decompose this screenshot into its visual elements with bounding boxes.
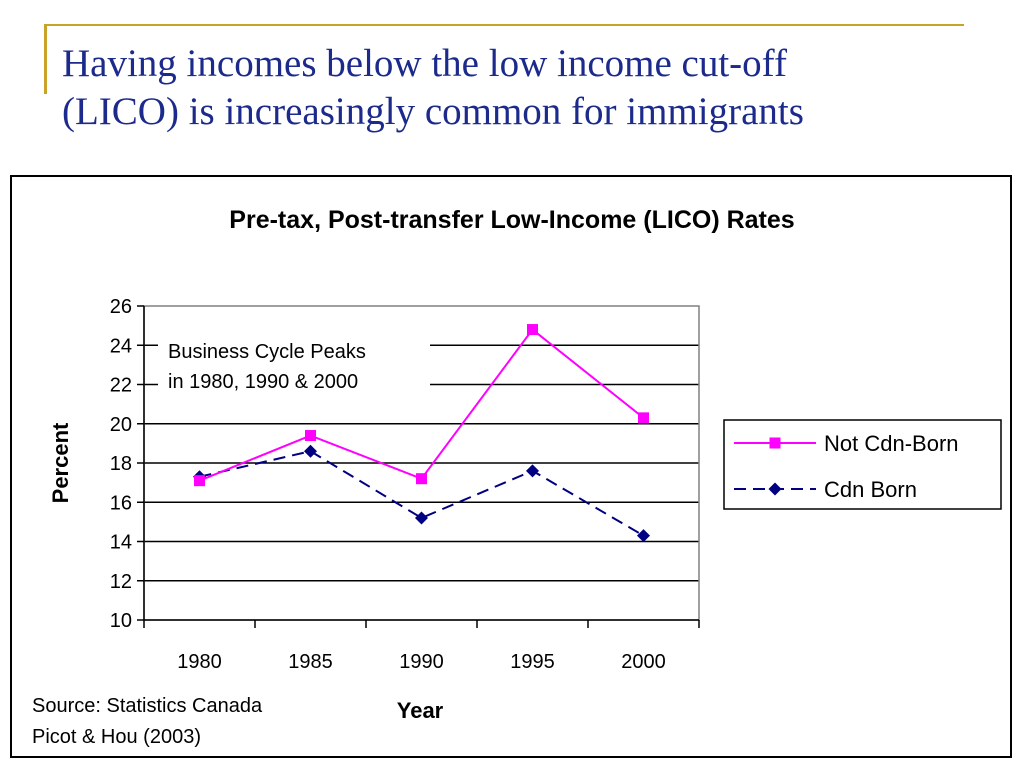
- y-tick-label-14: 14: [110, 532, 132, 554]
- x-tick-label-1985: 1985: [288, 651, 333, 673]
- y-tick-label-24: 24: [110, 335, 132, 357]
- point-not-cdn-born-1990: [416, 473, 427, 485]
- chart-frame: [10, 175, 1012, 758]
- y-tick-label-26: 26: [110, 296, 132, 318]
- x-axis: 1980 1985 1990 1995 2000: [143, 619, 700, 673]
- y-axis: 10 12 14 16 18 20 22 24 26: [110, 296, 145, 632]
- title-accent-vertical-bar: [44, 24, 47, 94]
- annotation-line-2: in 1980, 1990 & 2000: [168, 371, 358, 393]
- legend-marker-not-cdn-born: [769, 437, 781, 449]
- y-tick-label-20: 20: [110, 414, 132, 436]
- x-tick-label-1995: 1995: [510, 651, 555, 673]
- point-not-cdn-born-2000: [638, 412, 649, 424]
- slide-title-line-2: (LICO) is increasingly common for immigr…: [62, 90, 804, 133]
- legend-label-not-cdn-born: Not Cdn-Born: [824, 431, 959, 456]
- y-tick-label-10: 10: [110, 610, 132, 632]
- annotation-line-1: Business Cycle Peaks: [168, 341, 366, 363]
- legend: Not Cdn-Born Cdn Born: [734, 431, 959, 502]
- legend-label-cdn-born: Cdn Born: [824, 477, 917, 502]
- series-line-cdn-born: [199, 450, 645, 537]
- point-cdn-born-1985: [304, 444, 317, 458]
- x-tick-label-1980: 1980: [177, 651, 222, 673]
- x-axis-label: Year: [397, 698, 444, 723]
- series-group: [193, 324, 650, 543]
- point-cdn-born-1995: [526, 464, 539, 478]
- x-tick-label-1990: 1990: [399, 651, 444, 673]
- chart-title: Pre-tax, Post-transfer Low-Income (LICO)…: [229, 206, 794, 234]
- y-tick-label-18: 18: [110, 453, 132, 475]
- point-cdn-born-2000: [637, 529, 650, 543]
- y-tick-label-12: 12: [110, 571, 132, 593]
- x-tick-label-2000: 2000: [621, 651, 666, 673]
- slide-title-line-1: Having incomes below the low income cut-…: [62, 42, 787, 85]
- source-line-1: Source: Statistics Canada: [32, 695, 263, 717]
- point-not-cdn-born-1995: [527, 324, 538, 336]
- slide-title: Having incomes below the low income cut-…: [62, 40, 982, 136]
- y-tick-label-22: 22: [110, 375, 132, 397]
- point-not-cdn-born-1985: [305, 430, 316, 442]
- title-accent-bar: [44, 24, 964, 26]
- point-not-cdn-born-1980: [194, 475, 205, 487]
- annotation-box: [158, 336, 430, 394]
- y-axis-label: Percent: [48, 422, 73, 503]
- point-cdn-born-1990: [415, 511, 428, 525]
- y-tick-label-16: 16: [110, 492, 132, 514]
- legend-box: [723, 419, 1002, 510]
- legend-marker-cdn-born: [768, 482, 782, 496]
- source-line-2: Picot & Hou (2003): [32, 726, 201, 748]
